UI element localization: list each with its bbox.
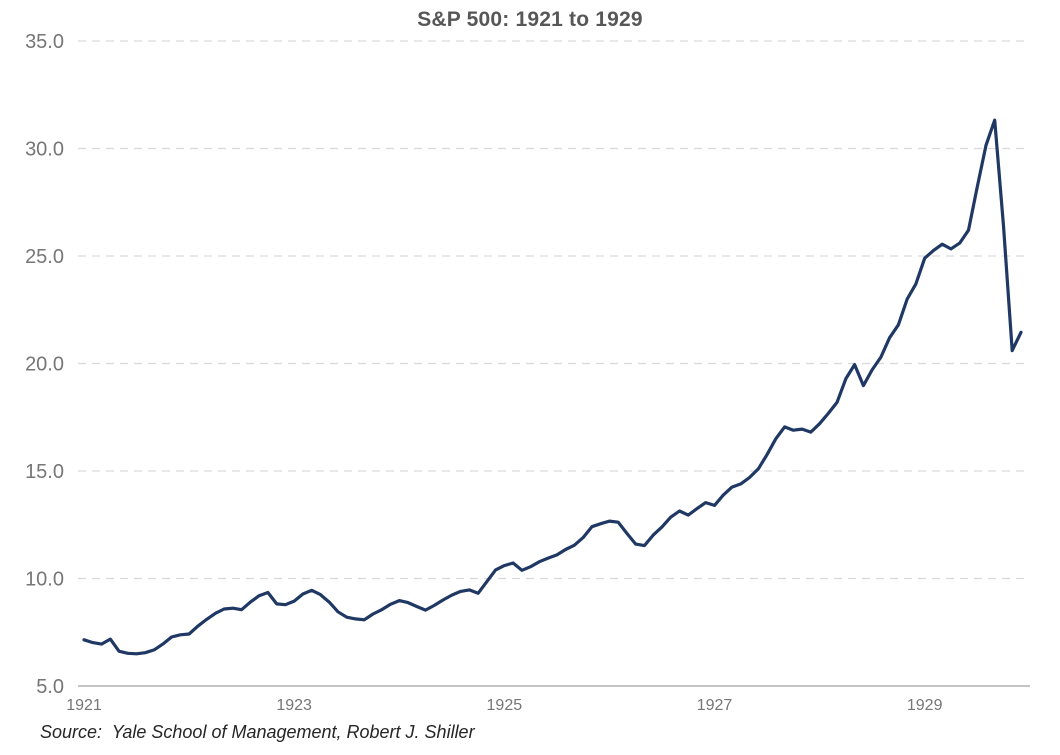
source-note: Source: Yale School of Management, Rober…: [40, 722, 475, 742]
chart-title: S&P 500: 1921 to 1929: [417, 8, 643, 31]
y-axis-label: 25.0: [25, 246, 64, 268]
y-axis-label: 10.0: [25, 569, 64, 591]
sp500-line-series: [82, 118, 1023, 656]
x-axis-label: 1925: [487, 697, 523, 714]
x-axis-label: 1929: [907, 697, 943, 714]
y-axis-label: 35.0: [25, 31, 64, 53]
x-axis-label: 1923: [276, 697, 312, 714]
y-axis-label: 30.0: [25, 139, 64, 161]
y-axis-label: 5.0: [36, 676, 64, 698]
x-axis-label: 1927: [697, 697, 733, 714]
y-axis-label: 20.0: [25, 354, 64, 376]
y-axis-label: 15.0: [25, 461, 64, 483]
x-axis-label: 1921: [66, 697, 102, 714]
